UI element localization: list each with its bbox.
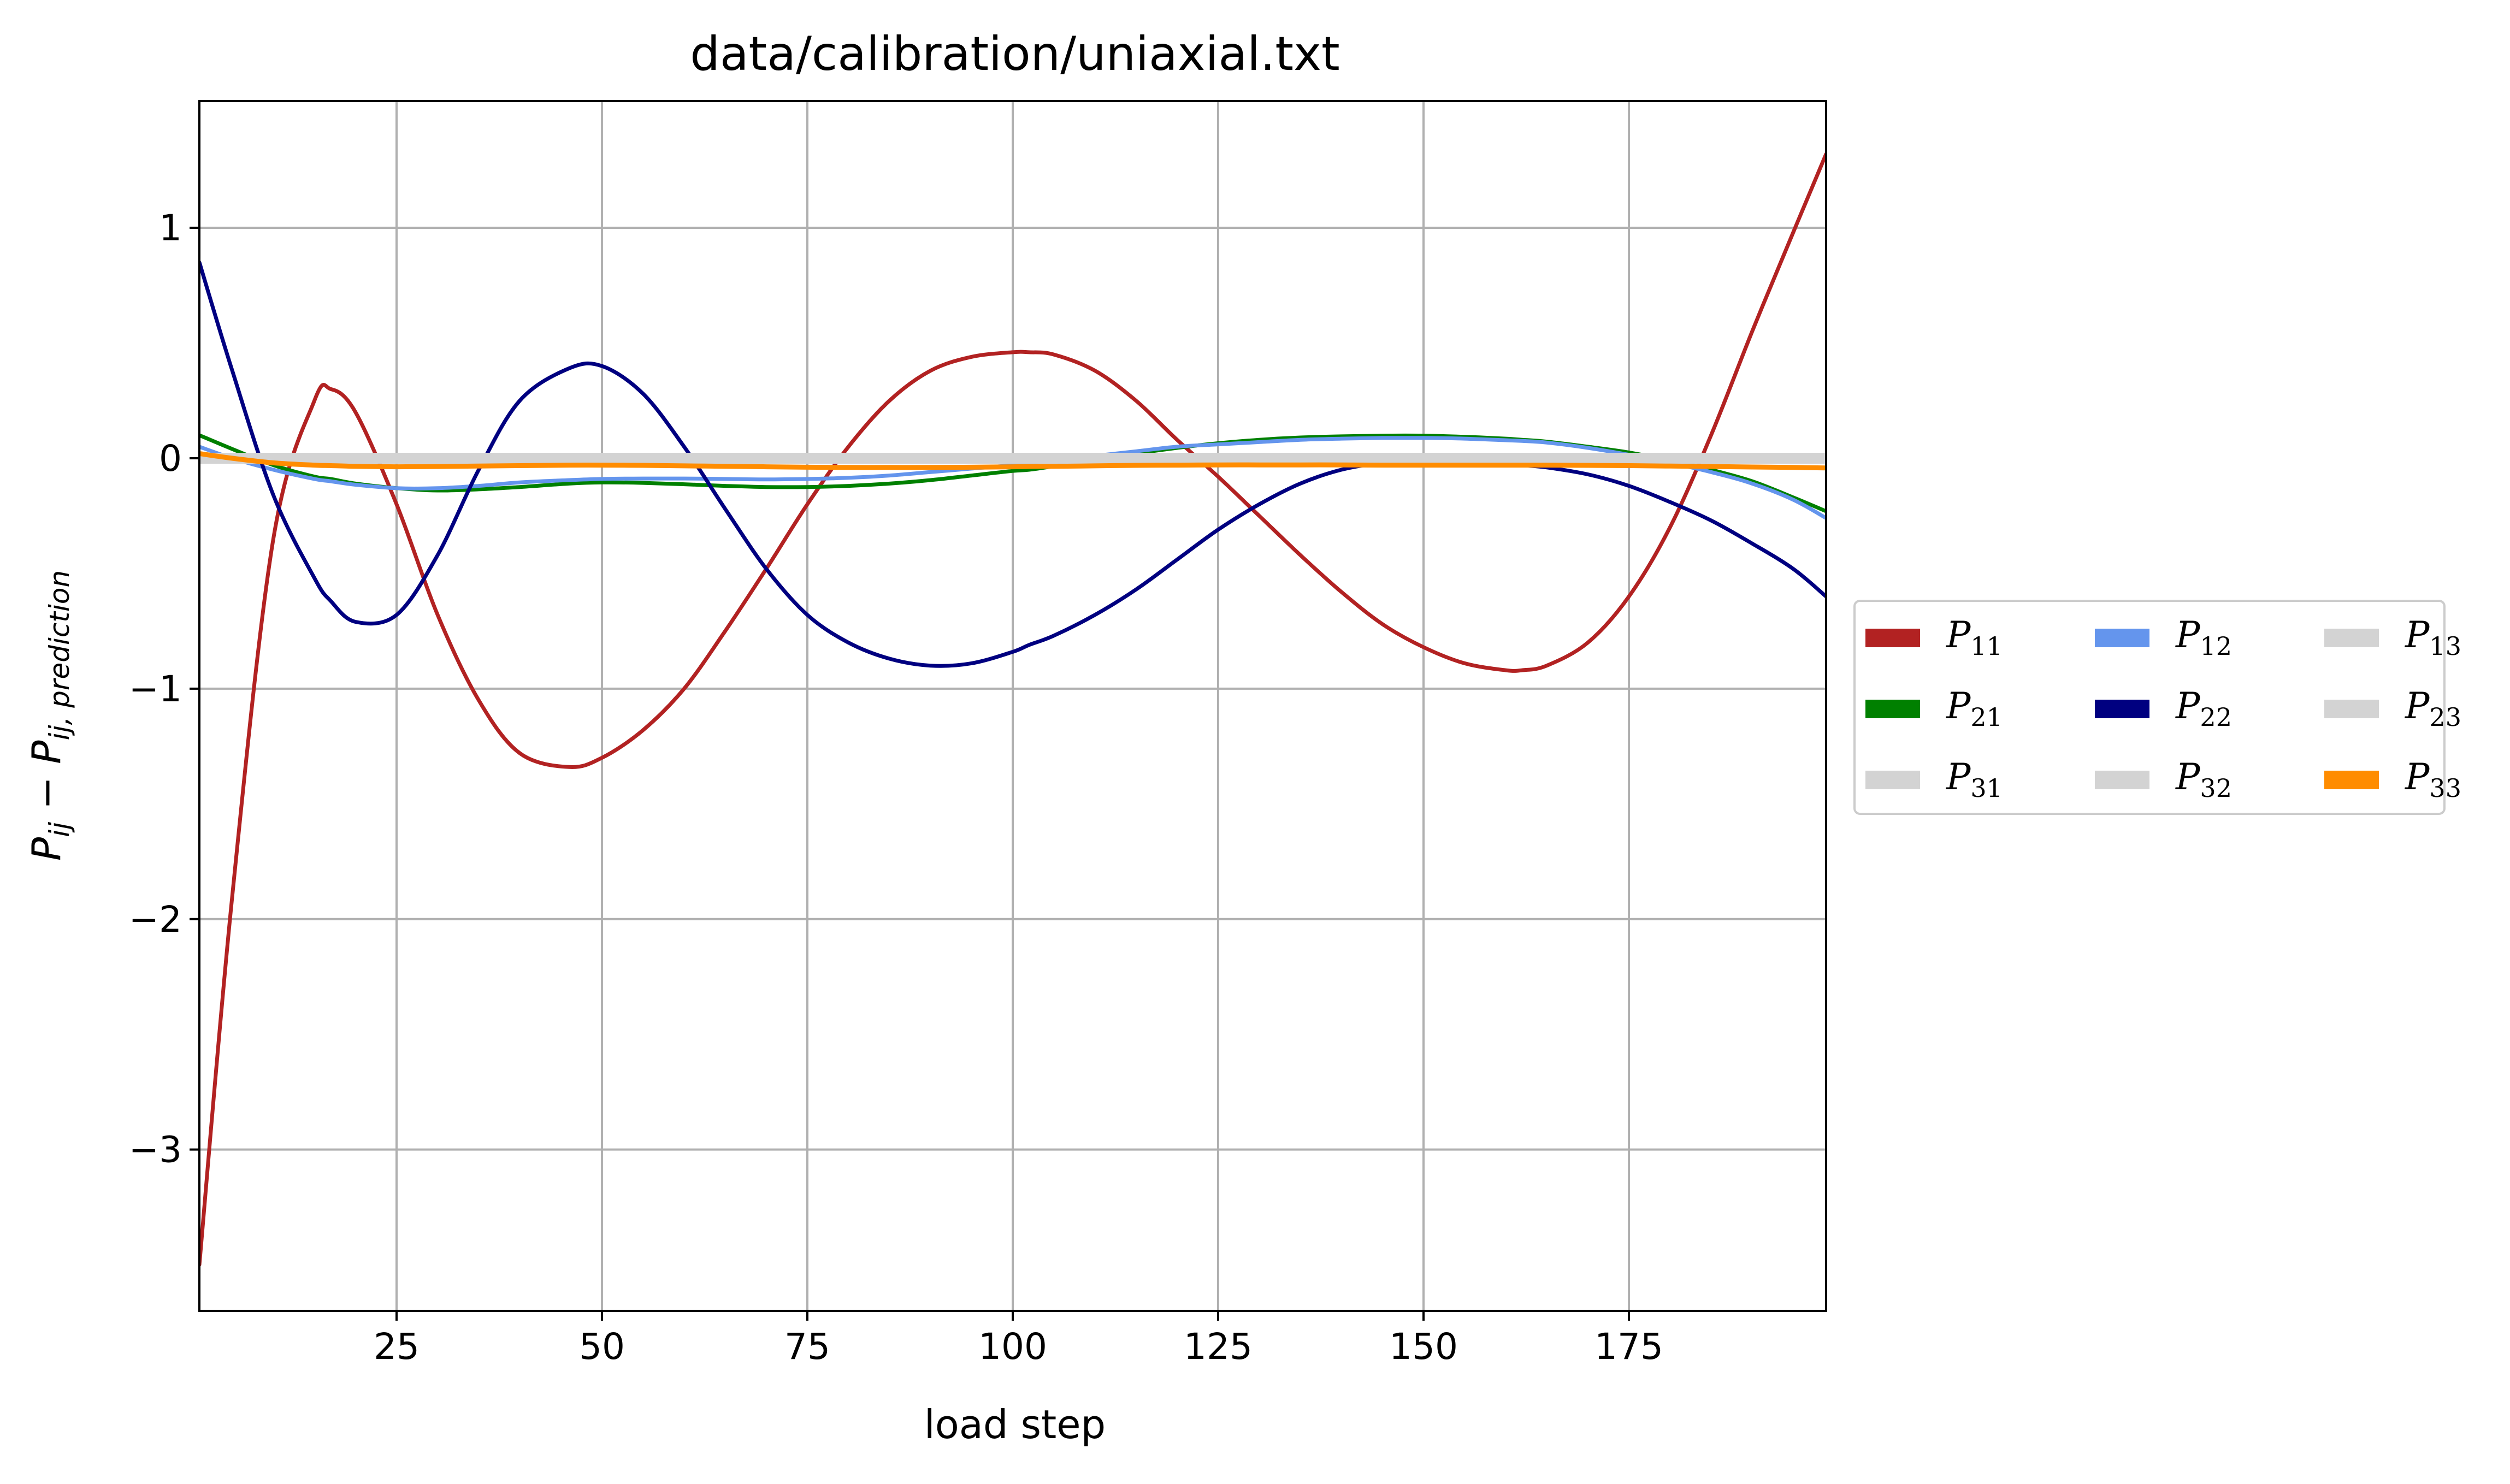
x-tick-label: 175 — [1594, 1326, 1663, 1368]
y-axis-label-base: P — [23, 837, 69, 861]
plot-area — [198, 100, 1827, 1312]
x-axis-label: load step — [924, 1402, 1106, 1447]
legend-label-p23: P23 — [2405, 685, 2461, 732]
y-axis-ticks: 1 0 −1 −2 −3 — [129, 207, 199, 1171]
y-tick-label: −2 — [129, 898, 182, 941]
series-lines — [199, 152, 1826, 1267]
y-axis-label-base2: P — [23, 740, 69, 764]
y-axis-label: Pij − Pij, prediction — [23, 570, 75, 861]
legend-swatch-p11 — [1865, 629, 1920, 647]
series-line-p12 — [199, 436, 1826, 521]
legend-swatch-p32 — [2095, 771, 2149, 789]
x-tick-label: 125 — [1184, 1326, 1253, 1368]
legend-label-p21: P21 — [1946, 685, 2003, 732]
y-tick-label: −3 — [129, 1129, 182, 1171]
legend-label-p31: P31 — [1946, 756, 2003, 803]
series-line-p33 — [199, 451, 1826, 471]
x-tick-label: 75 — [784, 1326, 830, 1368]
chart-title: data/calibration/uniaxial.txt — [690, 27, 1339, 81]
legend-label-p11: P11 — [1946, 614, 2003, 661]
y-axis-label-sub2: ij, prediction — [44, 570, 75, 741]
legend-swatch-p22 — [2095, 700, 2149, 718]
x-tick-label: 150 — [1389, 1326, 1458, 1368]
legend-label-p22: P22 — [2175, 685, 2232, 732]
legend: P11 P21 P31 P12 P22 P32 P13 P23 P33 — [1853, 600, 2461, 815]
legend-items: P11 P21 P31 P12 P22 P32 P13 P23 P33 — [1865, 614, 2461, 803]
y-axis-label-sub1: ij — [44, 822, 75, 837]
grid — [199, 101, 1826, 1311]
legend-swatch-p31 — [1865, 771, 1920, 789]
x-tick-label: 100 — [978, 1326, 1047, 1368]
legend-swatch-p21 — [1865, 700, 1920, 718]
series-line-p11 — [199, 152, 1826, 1267]
legend-label-p12: P12 — [2175, 614, 2232, 661]
legend-label-p33: P33 — [2405, 756, 2461, 803]
y-axis-label-minus: − — [23, 764, 69, 822]
legend-swatch-p12 — [2095, 629, 2149, 647]
x-tick-label: 25 — [374, 1326, 420, 1368]
y-tick-label: −1 — [129, 668, 182, 710]
y-tick-label: 1 — [159, 207, 182, 249]
x-tick-label: 50 — [579, 1326, 625, 1368]
legend-swatch-p13 — [2324, 629, 2379, 647]
legend-label-p13: P13 — [2405, 614, 2461, 661]
legend-swatch-p23 — [2324, 700, 2379, 718]
x-axis-ticks: 25 50 75 100 125 150 175 — [374, 1311, 1663, 1368]
legend-swatch-p33 — [2324, 771, 2379, 789]
y-tick-label: 0 — [159, 437, 182, 480]
legend-label-p32: P32 — [2175, 756, 2232, 803]
